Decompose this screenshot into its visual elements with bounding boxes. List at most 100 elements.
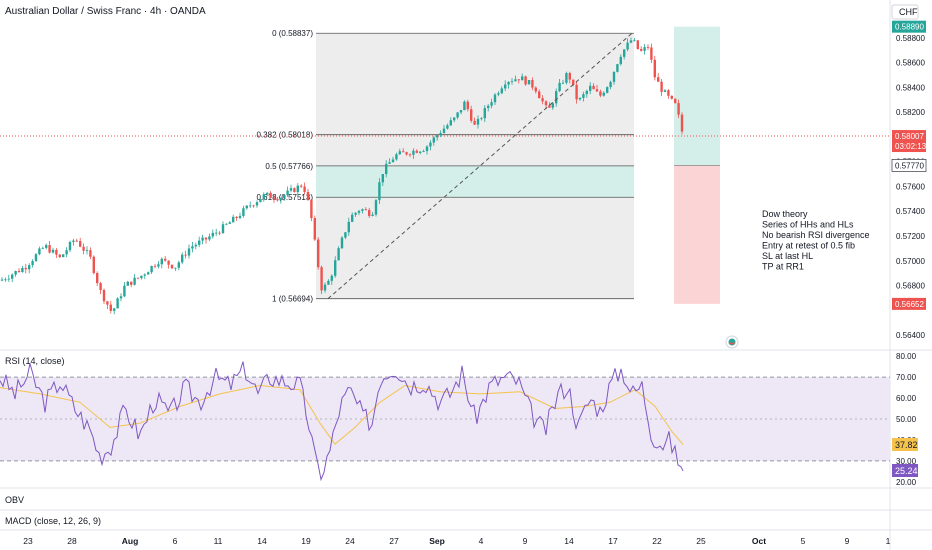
rsi-value: 25.24	[895, 466, 918, 476]
candle-body	[191, 246, 194, 249]
candle-body	[378, 182, 381, 201]
time-tick-label: Aug	[122, 536, 139, 546]
rsi-ma-value: 37.82	[895, 440, 918, 450]
fib-level-label: 0.382 (0.58018)	[257, 131, 314, 140]
candle-body	[636, 40, 639, 50]
rsi-tick-label: 20.00	[896, 478, 917, 487]
candle-body	[242, 208, 245, 216]
candle-body	[48, 245, 51, 253]
candle-body	[504, 84, 507, 89]
candle-body	[293, 188, 296, 193]
candle-body	[272, 197, 276, 200]
tradingview-logo-icon[interactable]	[725, 335, 739, 349]
long-position-tool[interactable]	[674, 26, 720, 304]
price-badge-text: 0.58007	[895, 132, 924, 141]
candle-body	[602, 92, 605, 96]
candle-body	[75, 240, 78, 242]
candle-body	[643, 47, 646, 51]
currency-badge[interactable]	[891, 4, 919, 20]
candle-body	[82, 246, 85, 251]
candle-body	[361, 209, 364, 211]
macd-title[interactable]: MACD (close, 12, 26, 9)	[5, 516, 101, 526]
candle-body	[517, 79, 520, 81]
candle-body	[283, 195, 286, 199]
candle-body	[568, 73, 571, 80]
candle-body	[548, 105, 551, 108]
time-tick-label: 19	[301, 536, 311, 546]
time-tick-label: 14	[564, 536, 574, 546]
candle-body	[629, 40, 633, 43]
candle-body	[116, 298, 119, 309]
candle-body	[72, 240, 75, 242]
candle-body	[45, 245, 48, 248]
candle-body	[126, 281, 129, 286]
time-axis[interactable]: 23 28 Aug 6 11 14 19 24 27 Sep 4 9 14 17 22 25 Oct 5 9 1	[23, 536, 890, 546]
candle-body	[408, 154, 412, 156]
time-tick-label: Sep	[429, 536, 445, 546]
candle-body	[544, 101, 548, 106]
candle-body	[11, 274, 14, 279]
candle-body	[473, 120, 476, 125]
candle-body	[402, 151, 405, 153]
fibonacci-retracement[interactable]: 0 (0.58837)0.382 (0.58018)0.5 (0.57766)0…	[257, 29, 635, 304]
time-tick-label: 24	[345, 536, 355, 546]
price-axis[interactable]: 0.588000.586000.584000.582000.578000.576…	[896, 34, 925, 340]
candle-body	[65, 250, 68, 255]
candle-body	[595, 89, 599, 92]
candle-body	[38, 248, 41, 255]
time-tick-label: 27	[389, 536, 399, 546]
candle-body	[34, 254, 38, 262]
candle-body	[646, 47, 650, 48]
note-line: Entry at retest of 0.5 fib	[762, 241, 855, 251]
candle-body	[289, 188, 293, 191]
candle-body	[575, 84, 578, 100]
fib-level-label: 0 (0.58837)	[272, 29, 313, 38]
rsi-title[interactable]: RSI (14, close)	[5, 356, 65, 366]
candle-body	[398, 151, 401, 155]
candle-body	[487, 105, 490, 109]
candle-body	[609, 81, 612, 88]
candle-body	[541, 98, 544, 102]
chart-title: Australian Dollar / Swiss Franc · 4h · O…	[5, 6, 206, 17]
candle-body	[221, 224, 225, 234]
fib-trend-line[interactable]	[327, 32, 633, 300]
price-tick-label: 0.58800	[896, 34, 925, 43]
candle-body	[388, 162, 391, 164]
candle-body	[429, 142, 432, 147]
candle-body	[0, 279, 4, 281]
candle-body	[130, 281, 133, 285]
price-badge	[892, 297, 926, 310]
candle-body	[527, 80, 531, 85]
candle-body	[153, 265, 157, 267]
candle-body	[170, 264, 174, 269]
obv-title[interactable]: OBV	[5, 495, 24, 505]
candle-body	[269, 192, 272, 198]
candle-body	[459, 110, 463, 113]
price-badge	[891, 159, 927, 172]
time-tick-label: 25	[696, 536, 706, 546]
price-tick-label: 0.58400	[896, 83, 925, 92]
fib-level-label: 1 (0.56694)	[272, 295, 313, 304]
candle-body	[599, 91, 602, 96]
candle-body	[306, 191, 310, 200]
price-tick-label: 0.57600	[896, 182, 925, 191]
candle-body	[160, 258, 163, 265]
candle-body	[351, 214, 354, 222]
candle-body	[286, 190, 289, 196]
note-line: Series of HHs and HLs	[762, 220, 854, 230]
candle-body	[456, 112, 459, 118]
candle-body	[490, 102, 493, 106]
time-tick-label: 4	[479, 536, 484, 546]
price-tick-label: 0.56400	[896, 331, 925, 340]
note-line: No bearish RSI divergence	[762, 230, 870, 240]
candle-body	[371, 214, 374, 216]
candle-body	[4, 279, 7, 281]
candle-body	[657, 77, 660, 82]
rsi-tick-label: 80.00	[896, 352, 917, 361]
candle-body	[225, 223, 228, 225]
candle-body	[432, 137, 435, 143]
take-profit-zone	[674, 26, 720, 166]
candle-body	[534, 87, 537, 92]
